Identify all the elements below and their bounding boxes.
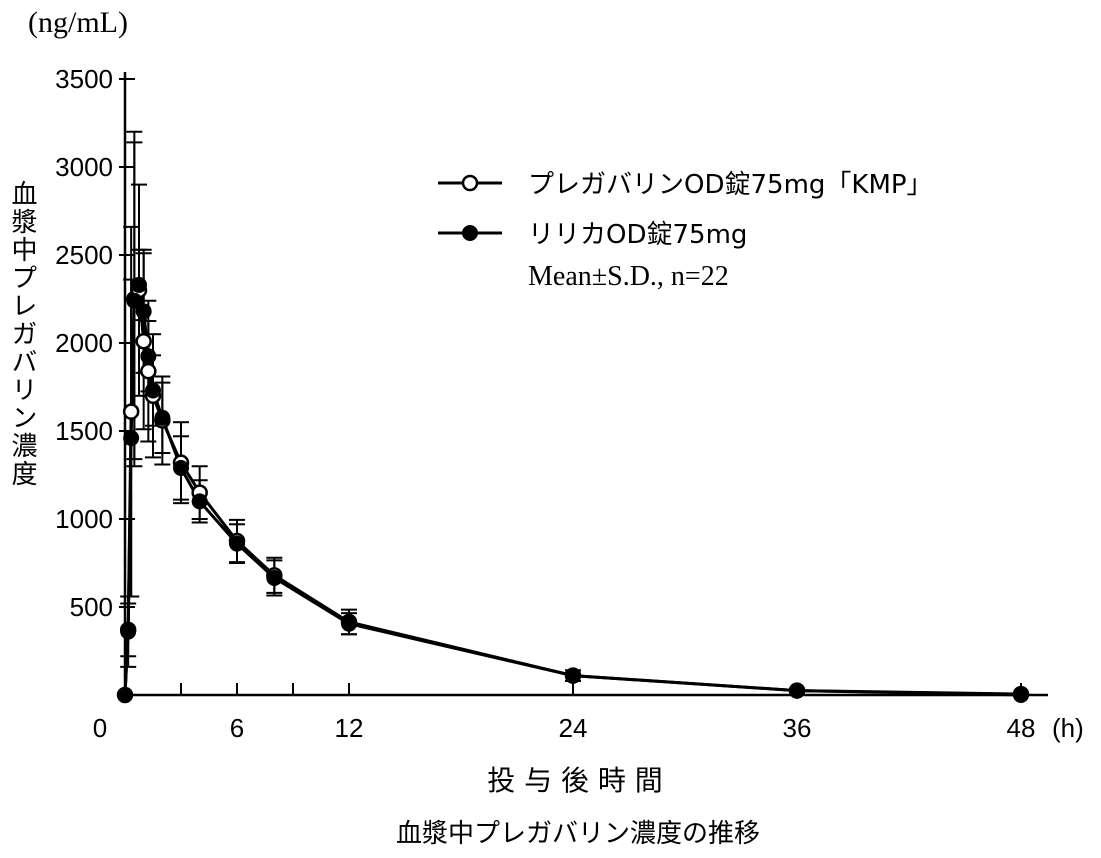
data-point	[123, 430, 140, 447]
series-0	[120, 130, 1029, 696]
data-point	[789, 682, 805, 699]
series-markers-0	[116, 281, 1030, 704]
series-line	[123, 284, 1022, 697]
legend-label-1: リリカOD錠75mg	[528, 220, 747, 250]
x-tick-label: 12	[335, 713, 364, 743]
data-point	[266, 569, 283, 586]
y-tick-label: 2500	[55, 240, 113, 270]
data-point	[341, 615, 357, 632]
x-tick-label: 36	[783, 713, 812, 743]
legend-marker-open	[461, 174, 479, 192]
data-point	[135, 303, 152, 320]
data-point	[145, 382, 161, 399]
y-tick-label: 500	[70, 592, 113, 622]
x-tick-label: 48	[1007, 713, 1036, 743]
x-unit-label: (h)	[1052, 713, 1084, 743]
data-point	[122, 403, 140, 420]
legend-marker-filled	[462, 225, 478, 241]
x-tick-label: 6	[230, 713, 244, 743]
data-point	[173, 459, 189, 476]
data-point	[191, 493, 208, 510]
data-point	[565, 667, 581, 684]
series-line	[123, 285, 1022, 696]
x-tick-label: 0	[93, 713, 107, 743]
x-axis-label: 投 与 後 時 間	[487, 764, 663, 797]
series-markers-1	[117, 276, 1029, 703]
data-point	[140, 362, 157, 380]
data-point	[229, 535, 245, 552]
y-tick-label: 3500	[55, 64, 113, 94]
data-point	[1013, 687, 1029, 703]
data-point	[126, 292, 143, 309]
data-point	[117, 687, 133, 703]
y-axis-label: 血漿中プレガバリン濃度	[7, 180, 37, 488]
y-tick-label: 3000	[55, 152, 113, 182]
y-tick-label: 1500	[55, 416, 113, 446]
data-point	[135, 332, 152, 350]
x-tick-label: 24	[559, 713, 588, 743]
y-tick-label: 2000	[55, 328, 113, 358]
y-unit-label: (ng/mL)	[28, 6, 128, 39]
legend-note: Mean±S.D., n=22	[528, 261, 729, 292]
data-point	[131, 276, 147, 293]
chart-title: 血漿中プレガバリン濃度の推移	[396, 819, 760, 849]
data-point	[120, 623, 137, 640]
data-point	[154, 409, 171, 426]
legend-label-0: プレガバリンOD錠75mg「KMP」	[528, 170, 933, 200]
legend: プレガバリンOD錠75mg「KMP」 リリカOD錠75mg Mean±S.D.,…	[438, 170, 933, 292]
data-point	[140, 348, 157, 365]
y-tick-label: 1000	[55, 504, 113, 534]
